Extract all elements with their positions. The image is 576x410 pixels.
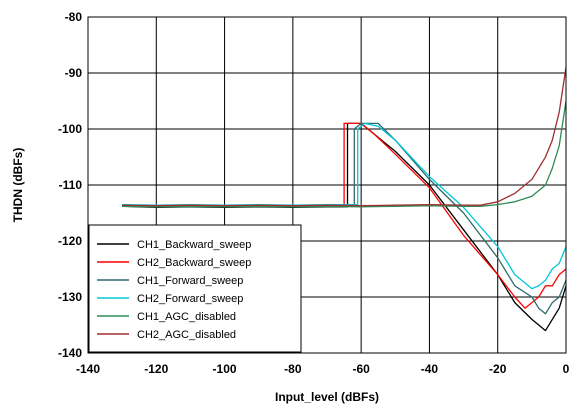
series-line-ch1-agc-disabled xyxy=(122,100,567,208)
x-tick-label: -20 xyxy=(489,362,507,376)
x-tick-label: -120 xyxy=(144,362,168,376)
y-tick-label: -140 xyxy=(58,346,82,360)
y-tick-labels: -140 -130 -120 -110 -100 -90 -80 xyxy=(58,10,82,360)
legend-label: CH2_Backward_sweep xyxy=(137,257,251,269)
y-tick-label: -90 xyxy=(65,66,83,80)
y-tick-label: -110 xyxy=(59,178,83,192)
x-axis-title: Input_level (dBFs) xyxy=(275,390,379,404)
legend-label: CH1_Backward_sweep xyxy=(137,239,251,251)
y-tick-label: -130 xyxy=(58,290,82,304)
x-tick-label: -40 xyxy=(421,362,439,376)
legend: CH1_Backward_sweep CH2_Backward_sweep CH1_… xyxy=(88,224,302,353)
plot-frame xyxy=(87,16,567,354)
x-tick-labels: -140 -120 -100 -80 -60 -40 -20 0 xyxy=(76,362,570,376)
x-tick-label: 0 xyxy=(563,362,570,376)
x-tick-label: -100 xyxy=(213,362,237,376)
series-line-ch2-agc-disabled xyxy=(122,67,567,207)
x-tick-label: -60 xyxy=(352,362,370,376)
x-tick-label: -80 xyxy=(284,362,302,376)
legend-label: CH1_AGC_disabled xyxy=(137,311,236,323)
x-tick-label: -140 xyxy=(76,362,100,376)
y-tick-label: -120 xyxy=(58,234,82,248)
legend-label: CH2_Forward_sweep xyxy=(137,293,243,305)
y-axis-title: THDN (dBFs) xyxy=(11,148,25,223)
legend-label: CH2_AGC_disabled xyxy=(137,329,236,341)
legend-label: CH1_Forward_sweep xyxy=(137,275,243,287)
legend-box xyxy=(88,224,302,353)
y-tick-label: -100 xyxy=(58,122,82,136)
series-lines xyxy=(122,67,567,332)
y-tick-label: -80 xyxy=(65,10,83,24)
